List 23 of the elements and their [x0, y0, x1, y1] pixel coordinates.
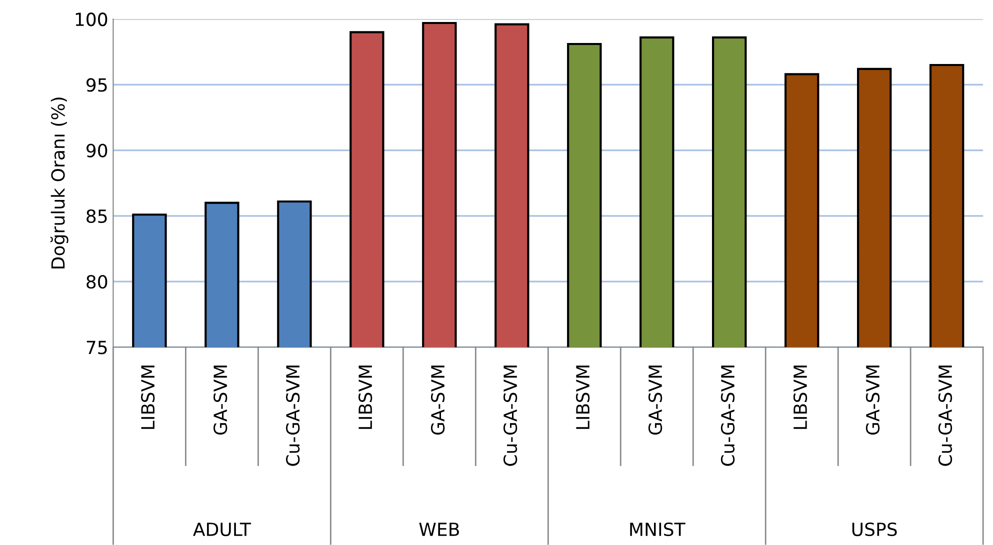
text: USPS — [852, 522, 897, 536]
x-tick-label: LIBSVM — [793, 366, 808, 429]
x-tick-label: Cu-GA-SVM — [720, 366, 735, 466]
x-tick-label: LIBSVM — [576, 366, 590, 429]
y-axis-title: Doğruluk Oranı (%) — [50, 98, 68, 268]
y-tick-label: 80 — [86, 275, 108, 289]
y-tick-label: 100 — [76, 12, 108, 26]
x-tick-label: LIBSVM — [358, 366, 372, 429]
x-tick-label: GA-SVM — [648, 366, 662, 435]
x-tick-label: Cu-GA-SVM — [938, 366, 952, 466]
text: MNIST — [630, 522, 686, 536]
y-tick-label: 95 — [86, 78, 107, 92]
text: ADULT — [193, 522, 252, 536]
x-tick-label: Cu-GA-SVM — [286, 366, 300, 466]
x-tick-label: Cu-GA-SVM — [503, 366, 518, 466]
y-tick-label: 75 — [86, 340, 107, 354]
x-tick-label: LIBSVM — [141, 366, 155, 429]
y-tick-label: 85 — [86, 209, 107, 224]
y-tick-label: 90 — [86, 144, 108, 158]
x-tick-label: GA-SVM — [430, 366, 445, 435]
text: WEB — [419, 522, 459, 536]
x-tick-label: GA-SVM — [214, 366, 228, 435]
x-tick-label: GA-SVM — [866, 366, 880, 435]
